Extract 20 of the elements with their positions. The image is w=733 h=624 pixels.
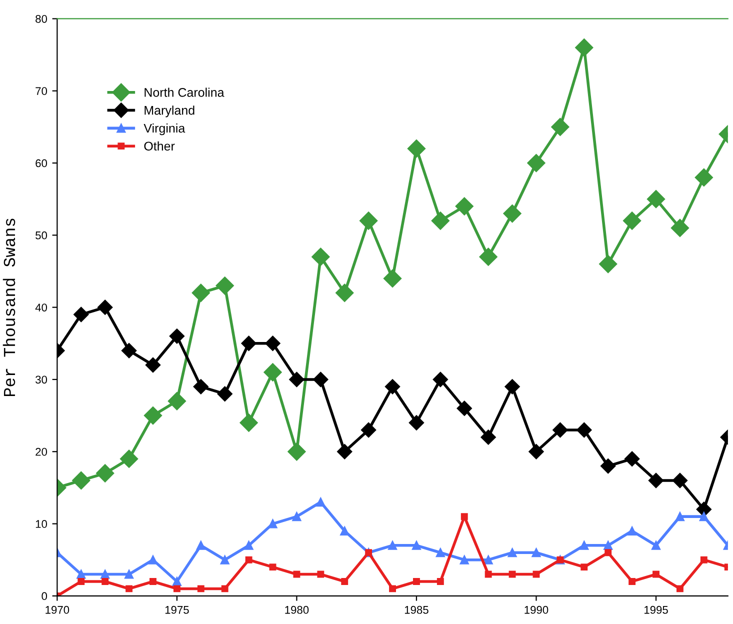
y-axis-title: Per Thousand Swans <box>2 218 16 396</box>
legend-label: Virginia <box>144 123 186 136</box>
legend-label: North Carolina <box>144 88 224 97</box>
y-tick-label: 0 <box>42 592 48 600</box>
x-tick-label: 1980 <box>285 606 309 614</box>
y-tick-label: 20 <box>36 448 48 456</box>
x-tick-label: 1995 <box>644 606 668 614</box>
x-tick-label: 1970 <box>46 606 70 614</box>
y-tick-label: 80 <box>36 14 48 23</box>
y-tick-label: 60 <box>36 159 48 168</box>
y-tick-label: 50 <box>36 231 48 240</box>
x-tick-label: 1975 <box>165 606 189 614</box>
y-tick-label: 40 <box>35 304 48 312</box>
x-tick-label: 1985 <box>404 606 428 614</box>
y-tick-label: 30 <box>36 376 48 384</box>
y-tick-label: 10 <box>36 520 48 528</box>
x-tick-label: 1990 <box>524 606 548 614</box>
legend-label: Other <box>144 141 175 151</box>
legend-label: Maryland <box>144 106 194 118</box>
y-tick-label: 70 <box>36 87 48 96</box>
